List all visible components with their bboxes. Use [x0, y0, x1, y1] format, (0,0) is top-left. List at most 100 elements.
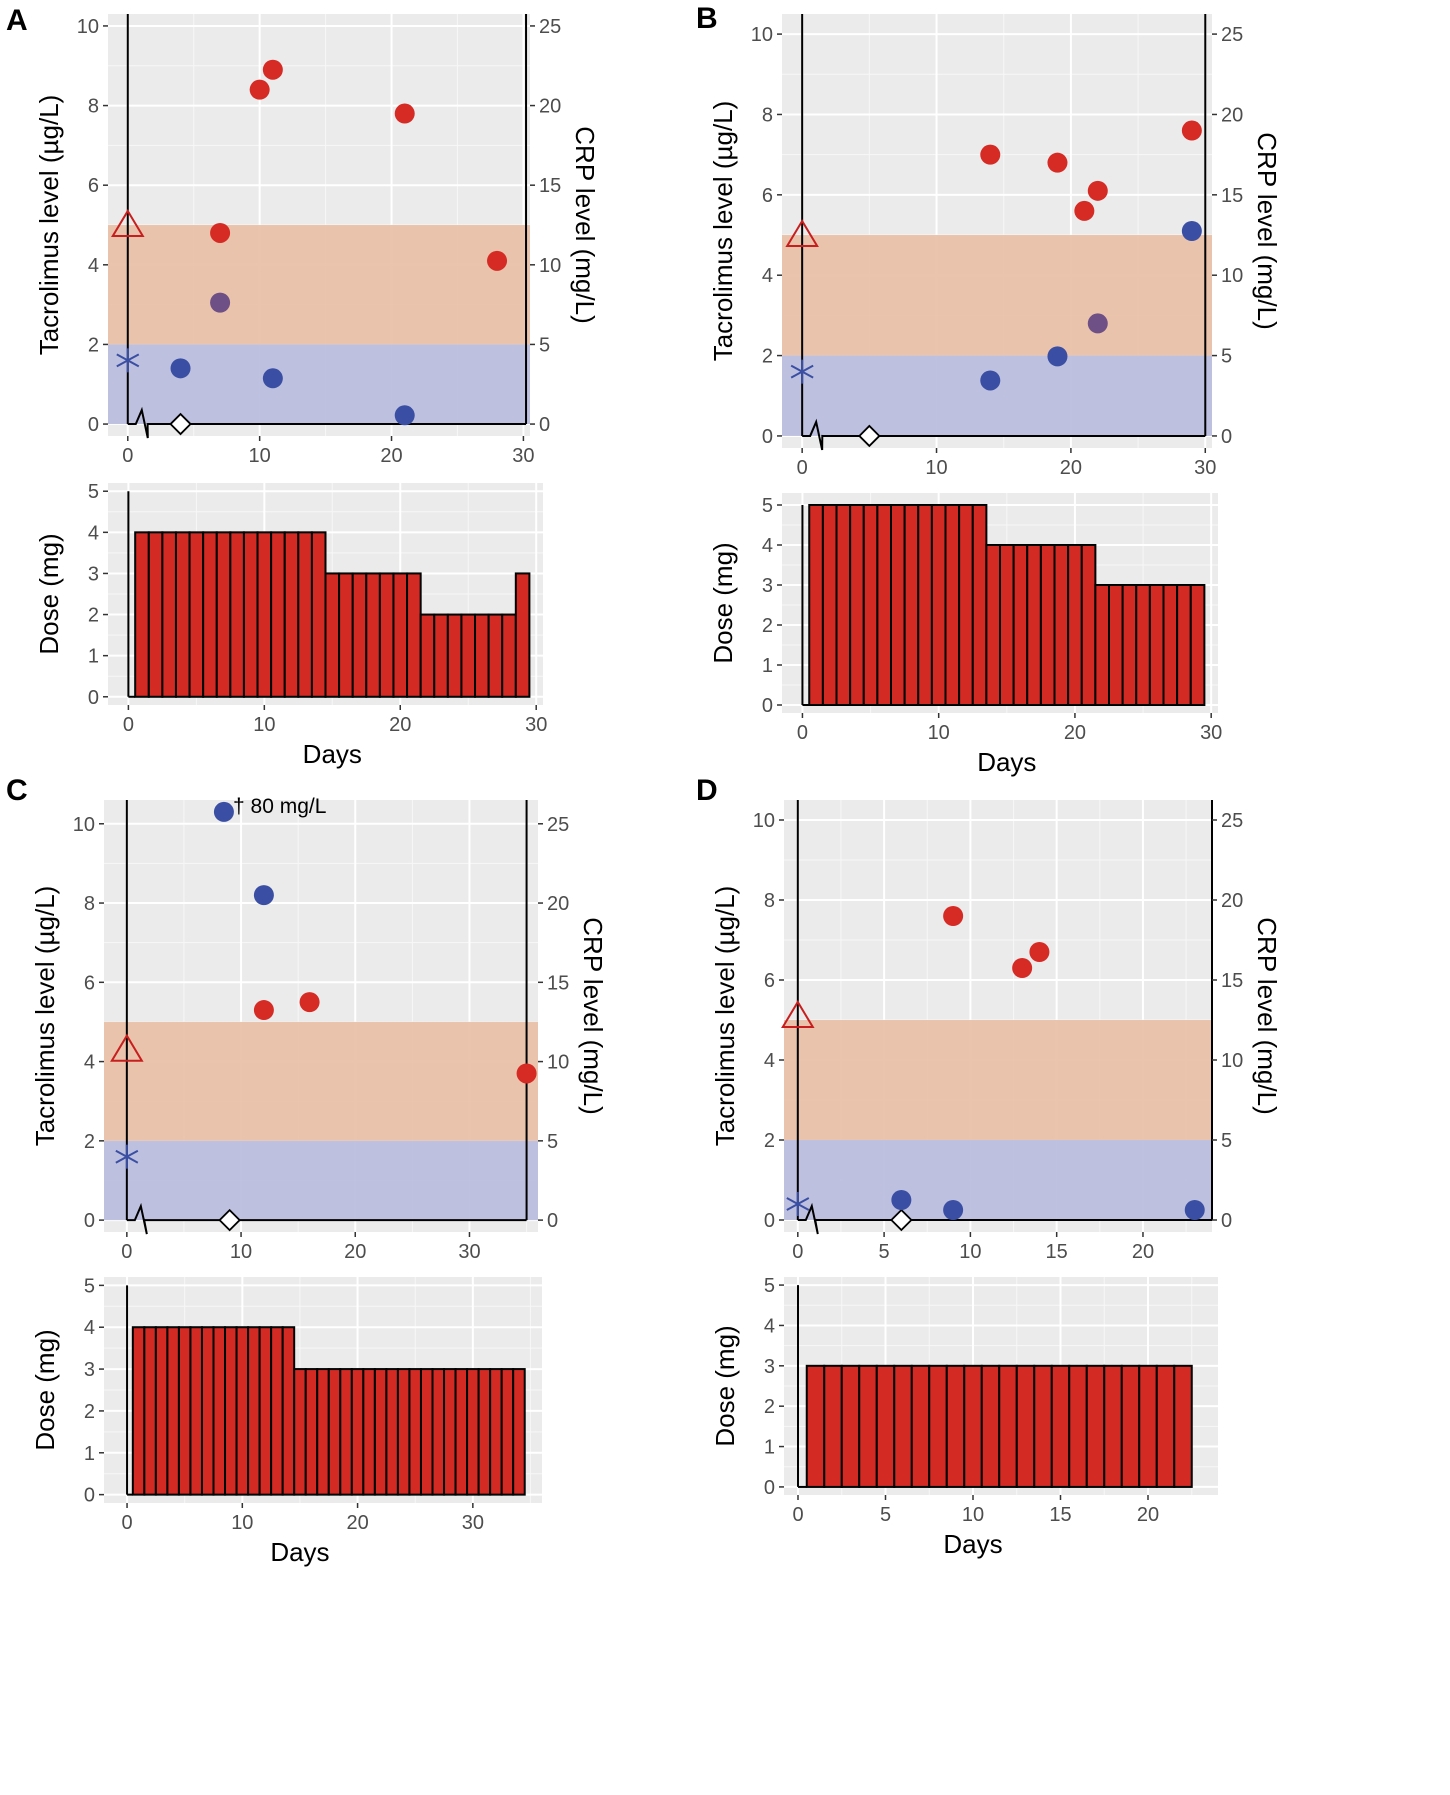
y2-axis-label: CRP level (mg/L)	[1252, 132, 1282, 329]
scatter-plot: 0 2 4 6 8 10 0 5 10 15 20 25 0 10 20 30 Tacrolimus level…	[34, 14, 600, 467]
dose-bar	[224, 1326, 238, 1496]
y-tick-label: 10	[77, 16, 99, 38]
y2-tick-label: 10	[539, 255, 561, 277]
dose-bar	[161, 531, 177, 698]
crp-target-band	[782, 355, 1212, 436]
x-tick-label: 20	[1064, 722, 1086, 744]
y2-tick-label: 25	[539, 16, 561, 38]
tacrolimus-point	[249, 79, 270, 100]
dose-bar	[1085, 1364, 1106, 1488]
panel-letter-d: D	[696, 774, 718, 807]
y2-tick-label: 0	[1221, 1210, 1232, 1232]
dose-bar	[1039, 544, 1056, 706]
y2-tick-label: 20	[547, 893, 569, 915]
dose-bar	[903, 504, 920, 706]
crp-point	[213, 801, 234, 822]
dose-bar	[1067, 544, 1083, 706]
y2-tick-label: 15	[1221, 185, 1243, 207]
x-tick-label: 10	[231, 1512, 253, 1534]
y-tick-label: 3	[84, 1359, 95, 1381]
y-tick-label: 1	[88, 646, 99, 668]
dose-bar	[270, 531, 286, 698]
dose-bar	[189, 1326, 203, 1496]
x-tick-label: 20	[1137, 1504, 1159, 1526]
x-tick-label: 10	[230, 1241, 252, 1263]
y-tick-label: 2	[762, 346, 773, 368]
dose-bar	[840, 1364, 861, 1488]
crp-target-band	[784, 1140, 1212, 1220]
tacrolimus-target-band	[784, 1020, 1212, 1140]
y-axis-label: Tacrolimus level (µg/L)	[710, 886, 740, 1147]
dose-bar	[1189, 584, 1206, 706]
scatter-plot: 0 2 4 6 8 10 0 5 10 15 20 25 0 5 10 15 20 Tacrolimus leve…	[710, 800, 1282, 1263]
panel-letter-c: C	[6, 774, 28, 807]
dose-bar	[1012, 544, 1029, 706]
dose-bar	[500, 1368, 515, 1496]
crp-target-band	[104, 1140, 538, 1221]
dose-bar	[174, 531, 191, 698]
y-tick-label: 0	[84, 1485, 95, 1507]
tacrolimus-point	[487, 250, 508, 271]
y-tick-label: 4	[84, 1317, 95, 1339]
panel-letter-b: B	[696, 2, 718, 35]
dose-bar	[373, 1368, 388, 1496]
dose-bar	[131, 1326, 146, 1496]
y2-axis-label: CRP level (mg/L)	[570, 126, 600, 323]
axis-break-zigzag	[127, 406, 149, 439]
y-tick-label: 1	[84, 1443, 95, 1465]
dose-bar	[419, 613, 436, 698]
dose-bar	[998, 1364, 1018, 1488]
y-tick-label: 4	[84, 1052, 95, 1074]
y-tick-label: 2	[88, 605, 99, 627]
dose-bar	[1015, 1364, 1036, 1488]
x-axis-label: Days	[943, 1529, 1002, 1559]
y-tick-label: 0	[764, 1210, 775, 1232]
x-axis-label: Days	[303, 739, 362, 769]
diamond-marker	[858, 424, 881, 448]
dose-bar	[310, 531, 327, 698]
y-axis-label: Dose (mg)	[34, 533, 64, 654]
dose-bar	[1068, 1364, 1088, 1488]
tacrolimus-point	[1087, 180, 1108, 201]
dose-bar	[147, 531, 164, 698]
tacrolimus-target-band	[108, 225, 530, 345]
tacrolimus-point	[262, 59, 283, 80]
x-axis-label: Days	[270, 1537, 329, 1567]
crp-point	[262, 368, 283, 389]
dose-bar	[419, 1368, 434, 1496]
diamond-marker	[218, 1208, 241, 1232]
dose-bar	[256, 531, 273, 698]
y-tick-label: 2	[764, 1130, 775, 1152]
dose-bar	[890, 504, 906, 706]
y2-axis-label: CRP level (mg/L)	[578, 917, 608, 1114]
dose-bar	[1108, 584, 1124, 706]
dose-bar	[1103, 1364, 1123, 1488]
dose-bar	[862, 504, 879, 706]
tacrolimus-point	[1181, 120, 1202, 141]
dose-bar	[971, 504, 988, 706]
y-tick-label: 8	[84, 893, 95, 915]
y-axis-label: Dose (mg)	[710, 1325, 740, 1446]
dose-bar	[396, 1368, 411, 1496]
dose-bar	[283, 531, 300, 698]
y-tick-label: 0	[762, 426, 773, 448]
dose-bar	[443, 1368, 457, 1496]
dose-bar	[1162, 584, 1179, 706]
y2-tick-label: 20	[539, 96, 561, 118]
y-tick-label: 4	[88, 255, 99, 277]
tacrolimus-point	[1074, 200, 1095, 221]
dose-bar	[1176, 584, 1192, 706]
dose-bar	[293, 1368, 307, 1496]
x-tick-label: 0	[121, 1241, 132, 1263]
y-tick-label: 6	[762, 185, 773, 207]
dose-bar	[229, 531, 245, 698]
dose-bar	[944, 504, 961, 706]
tacrolimus-point	[1012, 958, 1033, 978]
overlap-point	[210, 292, 231, 313]
dose-bar	[474, 613, 490, 698]
dose-bar	[893, 1364, 913, 1488]
diamond-marker	[169, 412, 192, 436]
dose-bar	[327, 1368, 342, 1496]
diamond-marker	[890, 1208, 913, 1232]
axis-break-zigzag	[126, 1202, 148, 1235]
